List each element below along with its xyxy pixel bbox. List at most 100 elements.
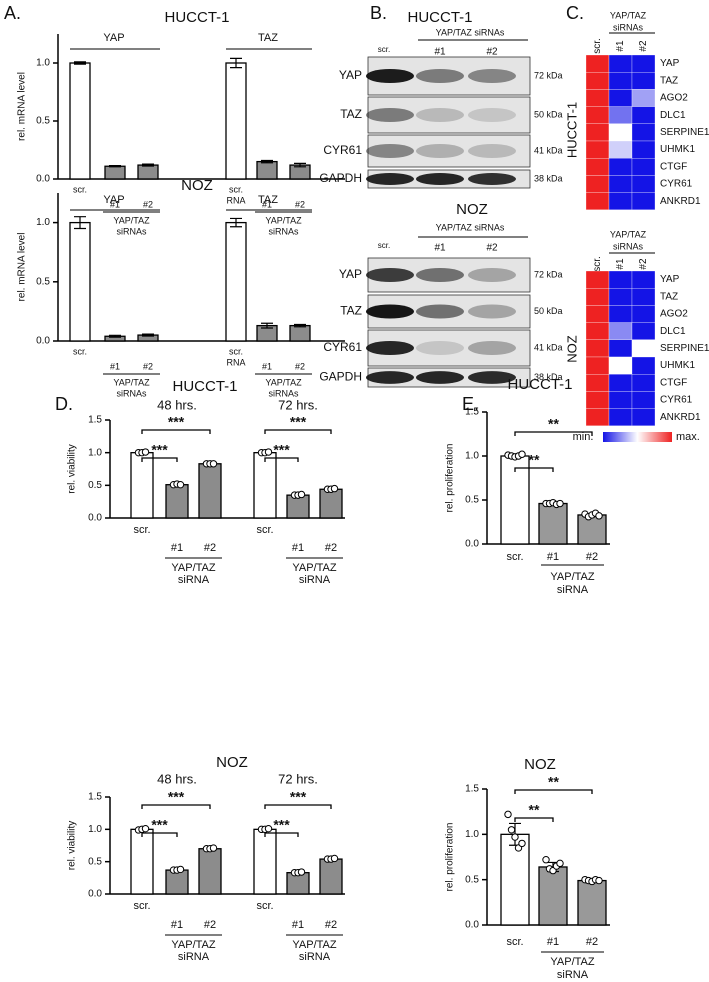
band <box>416 371 464 384</box>
y-tick-label: 0.0 <box>88 889 102 900</box>
x-tick-label: #2 <box>143 199 153 209</box>
lane-label: scr. <box>378 45 390 54</box>
band <box>416 268 464 282</box>
heatmap-header: YAP/TAZ <box>610 229 647 239</box>
y-tick-label: 1.0 <box>36 58 50 69</box>
x-tick-label: scr. <box>256 524 273 536</box>
sub-label: YAP/TAZ <box>113 377 150 387</box>
band <box>416 304 464 319</box>
heat-cell <box>608 54 633 73</box>
heat-cell <box>585 123 610 142</box>
sub-label: YAP/TAZ <box>171 939 215 951</box>
bar <box>577 514 607 545</box>
heat-cell <box>631 106 656 124</box>
heat-cell <box>631 408 656 426</box>
heatmap-header: YAP/TAZ <box>610 10 647 20</box>
column-label: scr. <box>592 38 603 54</box>
legend-gradient <box>603 432 672 442</box>
band <box>468 371 516 384</box>
significance-bracket <box>264 804 332 809</box>
data-point <box>209 844 218 852</box>
lane-label: #1 <box>434 243 446 254</box>
x-tick-label: scr. <box>229 184 243 194</box>
size-label: 38 kDa <box>534 372 563 382</box>
data-point <box>511 833 519 841</box>
row-label: AGO2 <box>660 309 688 320</box>
heatmap-header: siRNAs <box>613 22 644 32</box>
x-tick-label: #1 <box>110 361 120 371</box>
heat-cell <box>585 270 610 289</box>
heat-cell <box>608 158 633 176</box>
y-tick-label: 0.0 <box>465 920 479 931</box>
y-axis-label: rel. viability <box>67 444 78 493</box>
x-tick-label: scr. <box>506 551 523 563</box>
row-label: DLC1 <box>660 326 686 337</box>
group-label: 48 hrs. <box>157 771 197 786</box>
sub-label: siRNA <box>557 584 589 596</box>
significance-bracket <box>514 431 593 436</box>
heat-cell <box>585 140 610 159</box>
band <box>366 304 414 319</box>
bar <box>538 502 568 545</box>
heat-cell <box>631 305 656 323</box>
x-tick-label: #2 <box>143 361 153 371</box>
band <box>366 69 414 83</box>
data-point <box>556 859 564 868</box>
group-label: TAZ <box>258 194 278 206</box>
bar <box>253 452 277 519</box>
row-label: DLC1 <box>660 110 686 121</box>
error-bar <box>230 57 242 69</box>
y-axis-label: rel. proliferation <box>445 823 456 892</box>
y-tick-label: 0.5 <box>465 874 479 885</box>
band <box>416 69 464 83</box>
legend-max: max. <box>676 431 700 443</box>
lane-label: scr. <box>378 241 390 250</box>
error-bar <box>109 334 121 338</box>
band <box>366 371 414 384</box>
band <box>416 341 464 355</box>
heatmap-side-label: HUCCT-1 <box>564 102 579 158</box>
significance-label: ** <box>548 774 559 790</box>
bar <box>253 828 277 895</box>
size-label: 72 kDa <box>534 70 563 80</box>
chart-title: NOZ <box>524 756 556 773</box>
significance-bracket <box>141 457 178 462</box>
lane-label: #2 <box>486 243 498 254</box>
y-axis-label: rel. viability <box>67 821 78 870</box>
heat-cell <box>631 89 656 107</box>
heat-cell <box>608 288 633 306</box>
heat-cell <box>585 322 610 340</box>
bar <box>500 833 530 926</box>
row-label: SERPINE1 <box>660 127 709 138</box>
band <box>366 341 414 355</box>
column-label: #1 <box>615 258 626 270</box>
sub-label: siRNA <box>299 951 331 963</box>
sub-label: siRNAs <box>116 388 147 398</box>
band <box>468 268 516 282</box>
sub-label: YAP/TAZ <box>171 562 215 574</box>
heat-cell <box>608 374 633 392</box>
data-point <box>264 448 273 456</box>
y-tick-label: 0.5 <box>88 480 102 491</box>
significance-bracket <box>141 804 211 809</box>
bar <box>225 221 247 342</box>
significance-label: *** <box>273 817 290 833</box>
sub-label: siRNA <box>557 969 589 981</box>
band <box>468 304 516 319</box>
sub-label: YAP/TAZ <box>265 215 302 225</box>
data-point <box>518 450 526 458</box>
sub-label: siRNA <box>299 574 331 586</box>
row-label: SERPINE1 <box>660 343 709 354</box>
y-axis-label: rel. mRNA level <box>17 72 28 141</box>
size-label: 50 kDa <box>534 306 563 316</box>
group-label: TAZ <box>258 32 278 44</box>
data-point <box>330 854 339 863</box>
x-tick-label: scr. <box>506 936 523 948</box>
blot-header: YAP/TAZ siRNAs <box>436 222 505 232</box>
row-label: CTGF <box>660 161 687 172</box>
y-tick-label: 1.5 <box>88 792 102 803</box>
error-bar <box>142 163 154 167</box>
row-label: AGO2 <box>660 93 688 104</box>
heat-cell <box>585 356 610 375</box>
